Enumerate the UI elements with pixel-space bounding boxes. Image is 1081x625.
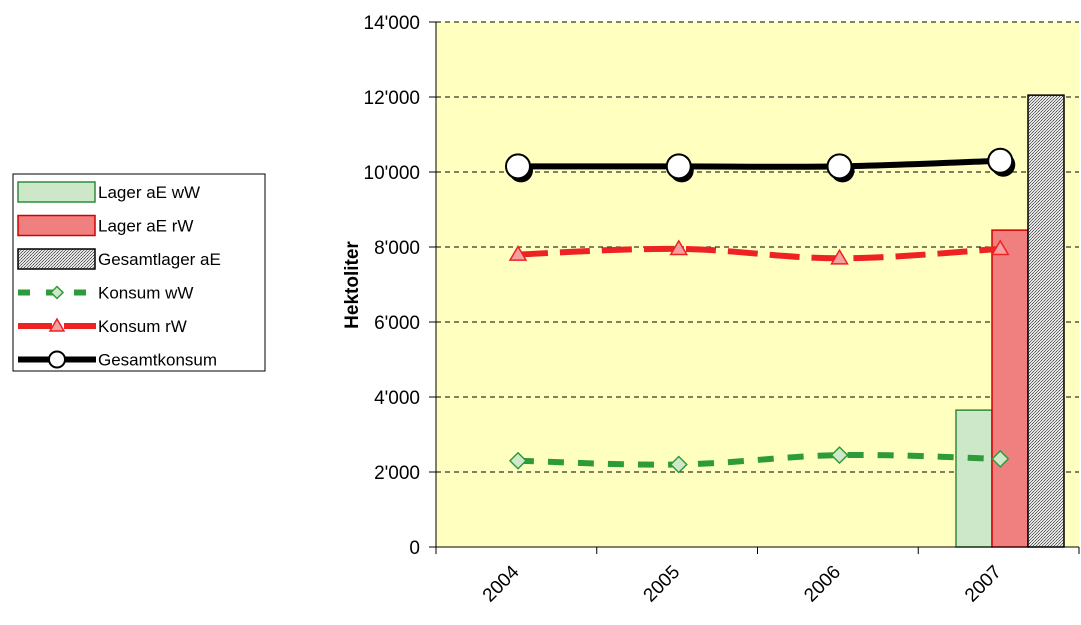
y-tick-label: 14'000 [364, 13, 420, 34]
marker-diamond [508, 451, 528, 470]
markers-group [505, 147, 1016, 474]
legend-label: Gesamtlager aE [98, 250, 221, 269]
legend-label: Gesamtkonsum [98, 351, 217, 370]
series-line [517, 245, 1001, 262]
y-ticks: 0 2'000 4'000 6'000 8'000 10'000 12'000 14'000 [364, 13, 436, 559]
marker-triangle [508, 245, 528, 261]
marker-circle [665, 153, 692, 180]
legend-label: Lager aE rW [98, 217, 193, 236]
y-tick-label: 4'000 [374, 388, 420, 409]
x-ticks: 2004 2005 2006 2007 [435, 547, 1080, 607]
legend-swatch [17, 248, 96, 270]
marker-triangle [830, 248, 849, 265]
y-tick-label: 2'000 [374, 463, 420, 484]
x-tick-label: 2006 [800, 562, 845, 607]
bar [955, 409, 993, 548]
marker-diamond [669, 455, 688, 474]
marker-circle [505, 153, 531, 180]
legend-label: Konsum rW [98, 317, 187, 336]
legend-marker [48, 350, 66, 369]
series-line [518, 157, 1001, 170]
legend-label: Lager aE wW [98, 183, 200, 202]
bar [991, 229, 1029, 548]
y-tick-label: 8'000 [374, 238, 420, 259]
x-tick-label: 2007 [961, 562, 1006, 607]
y-tick-label: 6'000 [374, 313, 420, 334]
y-tick-label: 12'000 [364, 88, 420, 109]
x-tick-label: 2004 [479, 561, 524, 606]
legend-swatch [17, 181, 96, 203]
legend-box [12, 173, 266, 372]
bar [1027, 94, 1065, 548]
series-line [517, 451, 1001, 468]
legend: Lager aE wW Lager aE rW Gesamtlager aE Kons… [12, 173, 266, 372]
y-axis-title: Hektoliter [342, 241, 363, 329]
marker-diamond [830, 446, 849, 465]
lines-group [517, 157, 1001, 468]
marker-triangle [990, 239, 1010, 256]
legend-swatch [17, 214, 96, 237]
marker-diamond [991, 449, 1010, 468]
y-tick-label: 10'000 [364, 163, 420, 184]
legend-label: Konsum wW [98, 284, 193, 303]
marker-circle [987, 147, 1014, 174]
marker-circle [826, 153, 853, 180]
legend-marker [49, 285, 65, 300]
x-tick-label: 2005 [640, 562, 685, 607]
legend-marker [48, 317, 66, 332]
y-tick-label: 0 [409, 538, 420, 559]
marker-triangle [669, 239, 689, 256]
